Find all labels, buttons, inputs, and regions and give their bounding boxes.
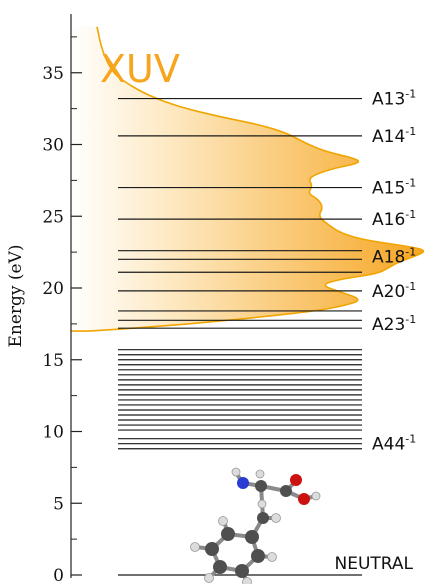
level-label-a44: A44-1 bbox=[372, 433, 416, 455]
level-labels: A13-1 A14-1 A15-1 A16-1 A18-1 A20-1 A23-1 A44-1 bbox=[372, 88, 416, 455]
y-axis-ticks bbox=[71, 36, 82, 576]
level-label-a13: A13-1 bbox=[372, 88, 416, 110]
y-tick-label: 25 bbox=[42, 207, 64, 227]
level-label-a20: A20-1 bbox=[372, 280, 416, 302]
energy-levels bbox=[118, 97, 362, 576]
level-label-a18: A18-1 bbox=[372, 245, 416, 267]
phenylalanine-molecule-icon bbox=[190, 467, 321, 584]
xuv-label: XUV bbox=[100, 47, 180, 91]
level-label-a14: A14-1 bbox=[372, 125, 416, 147]
energy-axis: 0 5 10 15 20 25 30 35 bbox=[42, 14, 82, 584]
level-label-a23: A23-1 bbox=[372, 313, 416, 335]
y-tick-label: 5 bbox=[53, 494, 64, 514]
y-tick-label: 10 bbox=[42, 423, 64, 443]
neutral-label: NEUTRAL bbox=[334, 554, 413, 574]
xuv-spectrum-outline bbox=[71, 26, 425, 332]
y-axis-label: Energy (eV) bbox=[6, 244, 26, 347]
level-label-a15: A15-1 bbox=[372, 177, 416, 199]
y-axis-tick-labels: 0 5 10 15 20 25 30 35 bbox=[42, 64, 64, 584]
xuv-spectrum-fill bbox=[71, 26, 424, 332]
y-tick-label: 35 bbox=[42, 64, 64, 84]
y-tick-label: 0 bbox=[53, 566, 64, 584]
level-label-a16: A16-1 bbox=[372, 208, 416, 230]
y-tick-label: 30 bbox=[42, 136, 64, 156]
xuv-spectrum bbox=[71, 26, 425, 332]
y-tick-label: 20 bbox=[42, 279, 64, 299]
y-tick-label: 15 bbox=[42, 351, 64, 371]
